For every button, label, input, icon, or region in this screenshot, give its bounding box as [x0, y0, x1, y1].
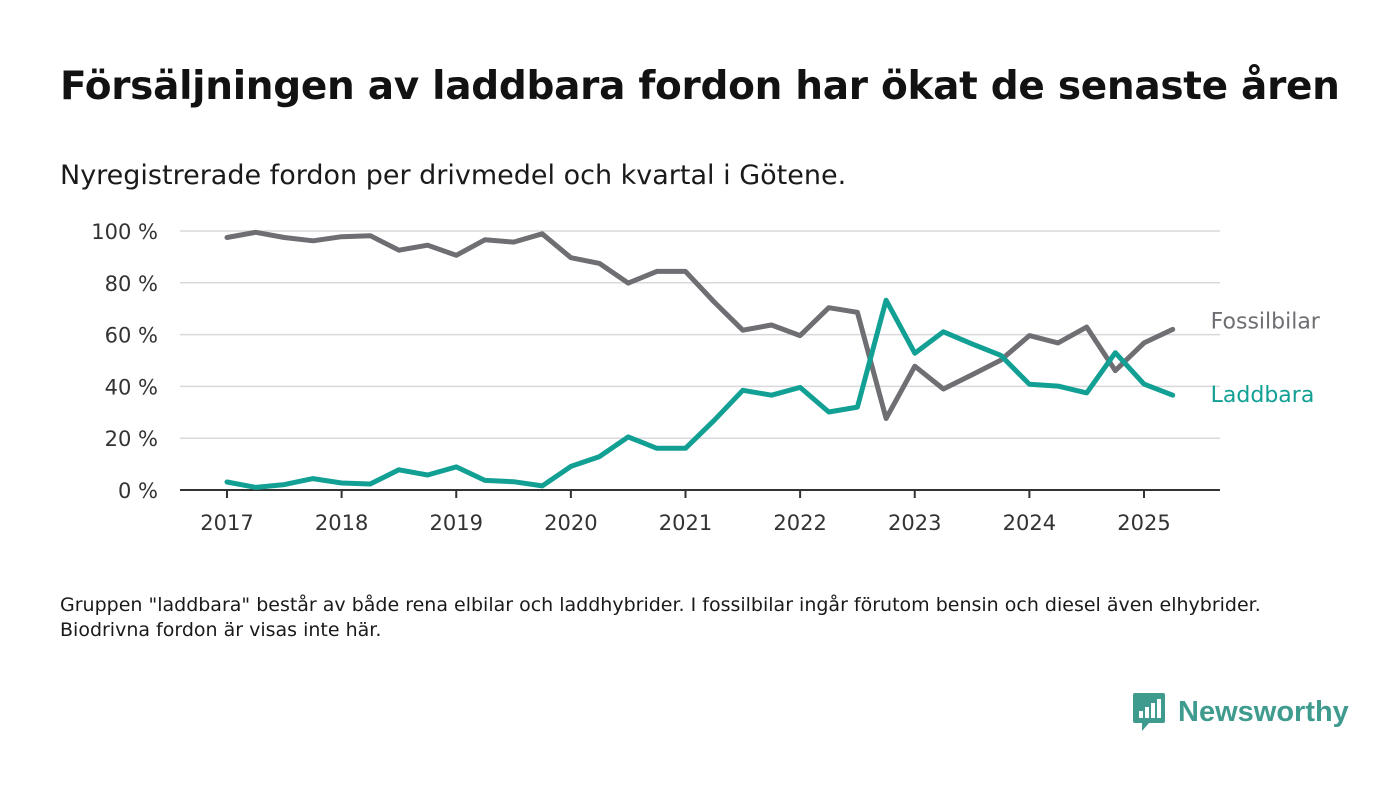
- x-tick-label: 2020: [544, 511, 597, 535]
- gridlines: [180, 230, 1220, 439]
- x-tick-label: 2017: [200, 511, 253, 535]
- chart-title: Försäljningen av laddbara fordon har öka…: [60, 64, 1340, 109]
- y-tick-label: 40 %: [105, 375, 158, 399]
- y-tick-label: 0 %: [118, 479, 158, 503]
- x-tick-label: 2019: [430, 511, 483, 535]
- y-tick-label: 20 %: [105, 427, 158, 451]
- line-chart: 0 % 20 % 40 % 60 % 80 % 100 % 2017 2018 2019 2020…: [91, 220, 1321, 535]
- x-tick-label: 2023: [888, 511, 941, 535]
- series-line-fossilbilar: [224, 229, 1176, 421]
- newsworthy-wordmark: Newsworthy: [1178, 695, 1349, 728]
- x-tick-label: 2022: [773, 511, 826, 535]
- footnote: Gruppen "laddbara" består av både rena e…: [60, 594, 1261, 641]
- series-line-laddbara: [224, 297, 1176, 490]
- x-tick-label: 2021: [659, 511, 712, 535]
- newsworthy-logo-icon: [1133, 693, 1165, 731]
- x-tick-label: 2024: [1003, 511, 1056, 535]
- series-label-fossilbilar: Fossilbilar: [1211, 309, 1321, 334]
- x-tick-label: 2025: [1117, 511, 1170, 535]
- chart-subtitle: Nyregistrerade fordon per drivmedel och …: [60, 160, 847, 191]
- newsworthy-logo: Newsworthy: [1132, 692, 1349, 732]
- x-tick-label: 2018: [315, 511, 368, 535]
- y-tick-label: 100 %: [91, 220, 158, 244]
- series-labels: Fossilbilar Laddbara: [1211, 309, 1321, 408]
- y-tick-label: 60 %: [105, 324, 158, 348]
- axes: 0 % 20 % 40 % 60 % 80 % 100 % 2017 2018 2019 2020…: [91, 220, 1220, 535]
- series-lines: [224, 229, 1176, 490]
- series-label-laddbara: Laddbara: [1211, 383, 1315, 408]
- y-tick-label: 80 %: [105, 272, 158, 296]
